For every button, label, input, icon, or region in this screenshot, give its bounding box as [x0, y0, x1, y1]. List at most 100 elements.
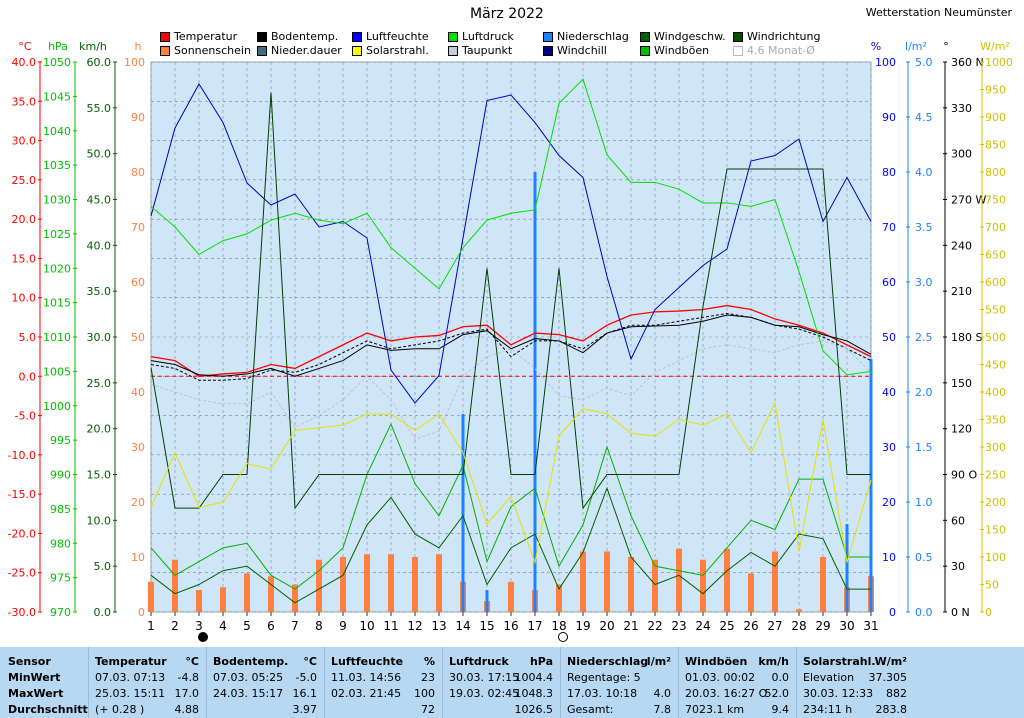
axis-unit-solar: W/m² [980, 40, 1010, 53]
stats-column-title: Luftfeuchte [331, 655, 404, 668]
sunshine-bar [220, 587, 226, 612]
legend-swatch [257, 45, 267, 56]
axis-tick-wind_speed: 5.0 [94, 560, 112, 573]
axis-tick-temperature: 5.0 [19, 331, 37, 344]
axis-tick-sunshine: 10 [131, 551, 145, 564]
sunshine-bar [820, 557, 826, 612]
series-line-luftdruck [150, 78, 872, 376]
series-line-windchill [150, 312, 872, 381]
axis-tick-wind_speed: 0.0 [94, 606, 112, 619]
axis-tick-solar: 0 [985, 606, 992, 619]
legend-swatch [543, 31, 553, 42]
axis-tick-sunshine: 30 [131, 441, 145, 454]
axis-tick-solar: 550 [985, 304, 1006, 317]
row-label-min: MinWert [8, 671, 61, 684]
legend-label: Windgeschw. [654, 30, 726, 43]
axis-tick-pressure: 985 [50, 503, 71, 516]
stats-cell-label: 02.03. 21:45 [331, 687, 402, 700]
stats-cell-label: 01.03. 00:02 [685, 671, 756, 684]
stats-row-labels: Sensor MinWert MaxWert Durchschnitt [0, 647, 88, 718]
axis-tick-wind_direction: 240 [951, 239, 972, 252]
stats-cell-label: 07.03. 07:13 [95, 671, 166, 684]
legend-item: 4.6 Monat-Ø [733, 44, 815, 57]
x-tick-label: 11 [383, 619, 398, 633]
legend-item: Temperatur [160, 30, 237, 43]
series-line-temperatur [150, 304, 872, 377]
x-tick-label: 29 [815, 619, 830, 633]
legend-item: Sonnenschein [160, 44, 251, 57]
x-tick-label: 30 [839, 619, 854, 633]
axis-tick-solar: 50 [985, 579, 999, 592]
axis-tick-sunshine: 90 [131, 111, 145, 124]
sunshine-bar [724, 548, 730, 612]
row-label-avg: Durchschnitt [8, 703, 88, 716]
axis-tick-precipitation: 3.5 [915, 221, 933, 234]
stats-column-title: Solarstrahl. [803, 655, 876, 668]
series-line-windb-en [150, 422, 871, 590]
legend-swatch [160, 31, 170, 42]
x-tick-label: 22 [647, 619, 662, 633]
axis-tick-temperature: -15.0 [8, 488, 36, 501]
axis-tick-temperature: 20.0 [12, 213, 37, 226]
legend-swatch [640, 31, 650, 42]
stats-column-unit: °C [185, 655, 199, 668]
x-tick-label: 13 [431, 619, 446, 633]
axis-tick-pressure: 990 [50, 469, 71, 482]
x-tick-label: 6 [267, 619, 275, 633]
legend-label: Windrichtung [747, 30, 821, 43]
stats-cell-value: 283.8 [875, 703, 908, 716]
axis-tick-solar: 900 [985, 111, 1006, 124]
axis-tick-temperature: -5.0 [15, 410, 36, 423]
axis-tick-wind_direction: 180 S [951, 331, 982, 344]
x-tick-label: 5 [243, 619, 251, 633]
stats-cell-value: 1004.4 [514, 671, 554, 684]
stats-column-title: Windböen [685, 655, 748, 668]
axis-unit-temperature: °C [18, 40, 32, 53]
axis-tick-solar: 100 [985, 551, 1006, 564]
x-tick-label: 21 [623, 619, 638, 633]
stats-cell-label: Regentage: 5 [567, 671, 641, 684]
legend-swatch [448, 31, 458, 42]
axis-tick-wind_speed: 60.0 [87, 56, 112, 69]
stats-cell-value: -5.0 [295, 671, 317, 684]
stats-cell-label: 07.03. 05:25 [213, 671, 284, 684]
station-name: Wetterstation Neumünster [865, 6, 1012, 19]
x-tick-label: 8 [315, 619, 323, 633]
precipitation-bar [485, 590, 489, 612]
legend-label: Luftdruck [462, 30, 514, 43]
stats-cell-label: 25.03. 15:11 [95, 687, 166, 700]
sunshine-bar [772, 551, 778, 612]
stats-cell-value: 4.88 [174, 703, 200, 716]
axis-tick-humidity: 60 [882, 276, 896, 289]
sunshine-bar [580, 551, 586, 612]
axis-tick-pressure: 1020 [43, 262, 71, 275]
axis-tick-wind_direction: 150 [951, 377, 972, 390]
stats-column-title: Niederschlag [567, 655, 649, 668]
axis-tick-pressure: 1040 [43, 125, 71, 138]
legend-label: Bodentemp. [271, 30, 339, 43]
axis-tick-humidity: 90 [882, 111, 896, 124]
stats-cell-label: Elevation [803, 671, 855, 684]
axis-tick-wind_speed: 35.0 [87, 285, 112, 298]
stats-cell-label: 24.03. 15:17 [213, 687, 284, 700]
x-tick-label: 26 [743, 619, 758, 633]
stats-column-unit: °C [303, 655, 317, 668]
axis-tick-sunshine: 50 [131, 331, 145, 344]
sunshine-bar [268, 576, 274, 612]
stats-cell-value: 23 [421, 671, 435, 684]
x-tick-label: 20 [599, 619, 614, 633]
moon-phase-icon [198, 632, 208, 642]
weather-chart: 1 2 3 4 5 6 7 8 9 10 11 12 13 14 15 16 17 18 19 20 21 22 23 24 2… [8, 40, 1013, 642]
axis-tick-solar: 350 [985, 414, 1006, 427]
axis-tick-solar: 400 [985, 386, 1006, 399]
stats-cell-value: 72 [421, 703, 435, 716]
legend-swatch [448, 45, 458, 56]
axis-tick-wind_speed: 50.0 [87, 148, 112, 161]
sunshine-bar [292, 584, 298, 612]
legend-label: Windböen [654, 44, 710, 57]
stats-column: Luftfeuchte% 11.03. 14:56 23 02.03. 21:45 10… [324, 647, 443, 718]
sunshine-bar [196, 590, 202, 612]
series-line-windrichtung [150, 92, 871, 510]
stats-cell-label: 17.03. 10:18 [567, 687, 638, 700]
axis-tick-humidity: 80 [882, 166, 896, 179]
